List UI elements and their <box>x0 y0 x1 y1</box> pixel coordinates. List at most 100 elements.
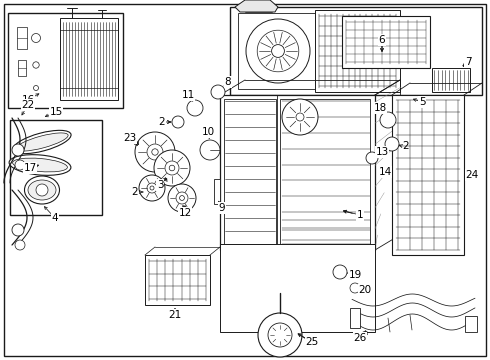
Text: 22: 22 <box>22 100 35 110</box>
Ellipse shape <box>9 155 71 175</box>
Circle shape <box>211 85 225 99</box>
Text: 24: 24 <box>466 170 479 180</box>
Text: 10: 10 <box>201 127 215 137</box>
Circle shape <box>385 137 399 151</box>
Text: 18: 18 <box>373 103 387 113</box>
Ellipse shape <box>28 180 56 200</box>
Text: 5: 5 <box>418 97 425 107</box>
Ellipse shape <box>13 130 71 154</box>
Circle shape <box>33 62 39 68</box>
Circle shape <box>296 113 304 121</box>
Bar <box>432 68 470 92</box>
Text: 18: 18 <box>373 103 387 113</box>
Text: 2: 2 <box>159 117 165 127</box>
Circle shape <box>333 265 347 279</box>
Text: 11: 11 <box>181 90 195 100</box>
Bar <box>220 244 375 332</box>
Circle shape <box>275 283 285 293</box>
Circle shape <box>168 184 196 212</box>
Bar <box>230 7 482 95</box>
Circle shape <box>247 255 313 321</box>
Circle shape <box>200 140 220 160</box>
Text: 1: 1 <box>357 210 363 220</box>
Circle shape <box>152 149 158 155</box>
Text: 24: 24 <box>466 170 479 180</box>
Circle shape <box>165 161 179 175</box>
Circle shape <box>172 116 184 128</box>
Circle shape <box>257 30 299 72</box>
Bar <box>238 13 318 89</box>
Bar <box>214 179 220 204</box>
Text: 7: 7 <box>465 57 471 67</box>
Text: 14: 14 <box>378 167 392 177</box>
Circle shape <box>15 240 25 250</box>
Text: 12: 12 <box>178 208 192 218</box>
Circle shape <box>169 165 175 171</box>
Text: 6: 6 <box>378 35 386 45</box>
Circle shape <box>350 283 360 293</box>
Circle shape <box>238 246 322 330</box>
Text: 14: 14 <box>379 167 391 177</box>
Text: 8: 8 <box>225 77 231 87</box>
Circle shape <box>15 160 25 170</box>
Circle shape <box>139 175 165 201</box>
Bar <box>392 95 464 255</box>
Circle shape <box>366 152 378 164</box>
Circle shape <box>180 195 184 201</box>
Text: 9: 9 <box>219 203 225 213</box>
Text: 19: 19 <box>348 270 362 280</box>
Circle shape <box>36 184 48 196</box>
Bar <box>315 10 400 92</box>
Text: 6: 6 <box>379 35 385 45</box>
Polygon shape <box>235 0 278 12</box>
Text: 9: 9 <box>219 203 225 213</box>
Circle shape <box>12 144 24 156</box>
Text: 21: 21 <box>169 310 182 320</box>
Bar <box>224 99 276 246</box>
Ellipse shape <box>24 176 59 204</box>
Text: 5: 5 <box>418 97 425 107</box>
Bar <box>342 16 430 68</box>
Circle shape <box>282 99 318 135</box>
Circle shape <box>12 224 24 236</box>
Text: 26: 26 <box>353 333 367 343</box>
Circle shape <box>33 85 39 90</box>
Circle shape <box>147 183 157 193</box>
Text: 2: 2 <box>132 187 138 197</box>
Text: 3: 3 <box>157 180 163 190</box>
Polygon shape <box>375 80 400 250</box>
Circle shape <box>271 45 284 57</box>
Text: 25: 25 <box>305 337 319 347</box>
Text: 17: 17 <box>24 163 36 173</box>
Text: 8: 8 <box>225 77 231 87</box>
Text: 23: 23 <box>123 133 137 143</box>
Ellipse shape <box>13 158 68 172</box>
Text: 26: 26 <box>353 333 367 343</box>
Text: 22: 22 <box>21 100 35 110</box>
Bar <box>145 255 210 305</box>
Text: 2: 2 <box>403 141 409 151</box>
Text: 16: 16 <box>22 95 35 105</box>
Circle shape <box>246 19 310 83</box>
Circle shape <box>268 323 292 347</box>
Text: 23: 23 <box>123 133 137 143</box>
Text: 20: 20 <box>359 285 371 295</box>
Bar <box>17 27 27 49</box>
Text: 17: 17 <box>24 163 37 173</box>
Text: 19: 19 <box>348 270 362 280</box>
Circle shape <box>380 112 396 128</box>
Text: 12: 12 <box>178 208 192 218</box>
Text: 16: 16 <box>21 95 35 105</box>
Text: 4: 4 <box>51 213 59 223</box>
Text: 1: 1 <box>357 210 364 220</box>
Polygon shape <box>220 80 400 95</box>
Circle shape <box>147 144 163 160</box>
Text: 13: 13 <box>376 147 388 157</box>
Text: 3: 3 <box>157 180 163 190</box>
Text: 5: 5 <box>418 97 425 107</box>
Bar <box>280 99 370 246</box>
Text: 20: 20 <box>359 285 371 295</box>
Text: 11: 11 <box>181 90 195 100</box>
Circle shape <box>176 192 188 204</box>
Circle shape <box>31 33 41 42</box>
